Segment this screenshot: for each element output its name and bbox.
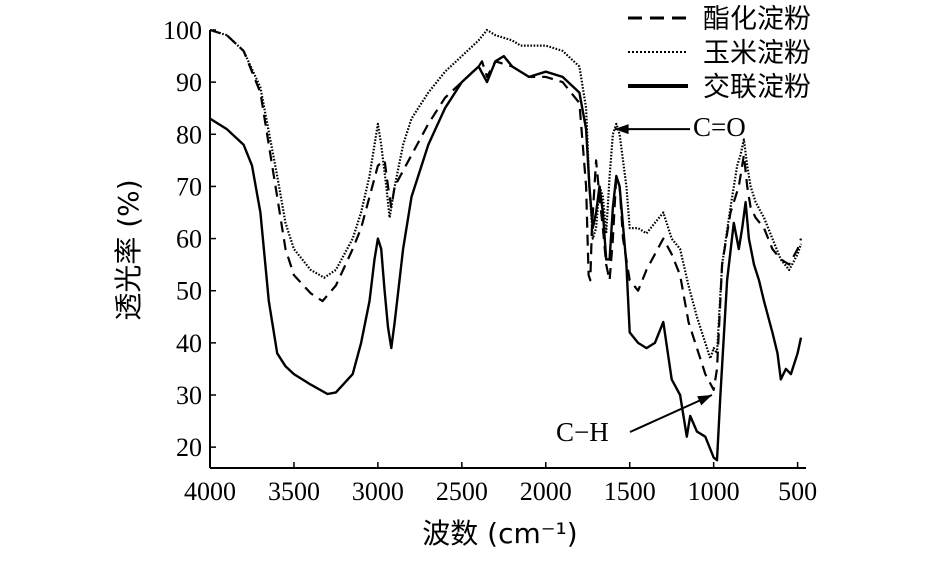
corn-starch-line <box>209 28 803 360</box>
y-tick-label: 40 <box>176 329 202 358</box>
y-tick-label: 70 <box>176 172 202 201</box>
x-tick-label: 1000 <box>688 477 740 506</box>
y-tick-label: 80 <box>176 120 202 149</box>
co-arrowhead <box>614 124 629 135</box>
ch-arrowhead <box>697 395 712 406</box>
x-tick-label: 500 <box>778 477 817 506</box>
x-axis-label: 波数 (cm⁻¹) <box>422 517 577 550</box>
y-tick-label: 30 <box>176 381 202 410</box>
ch-arrow <box>629 394 713 433</box>
y-tick-label: 60 <box>176 225 202 254</box>
x-tick-label: 2500 <box>436 477 488 506</box>
annotations: C=O C−H <box>556 112 746 447</box>
ch-annotation-label: C−H <box>556 417 609 447</box>
x-tick-label: 3500 <box>268 477 320 506</box>
series-layer <box>209 28 803 462</box>
co-annotation-label: C=O <box>693 112 746 142</box>
x-tick-label: 4000 <box>184 477 236 506</box>
x-tick-label: 2000 <box>520 477 572 506</box>
x-tick-label: 3000 <box>352 477 404 506</box>
y-tick-label: 100 <box>163 16 202 45</box>
y-tick-label: 20 <box>176 433 202 462</box>
legend-label-corn-starch: 玉米淀粉 <box>703 38 811 69</box>
y-axis-label: 透光率 (%) <box>112 179 145 320</box>
axis-ticks: 4000 3500 3000 2500 2000 1500 1000 500 20 30 40 50 6… <box>163 16 817 506</box>
y-tick-label: 50 <box>176 277 202 306</box>
y-tick-label: 90 <box>176 68 202 97</box>
legend: 酯化淀粉 玉米淀粉 交联淀粉 <box>628 4 811 103</box>
x-tick-label: 1500 <box>604 477 656 506</box>
crosslinked-starch-line <box>209 54 803 462</box>
legend-label-crosslinked-starch: 交联淀粉 <box>703 72 811 103</box>
legend-label-esterified-starch: 酯化淀粉 <box>703 4 811 35</box>
